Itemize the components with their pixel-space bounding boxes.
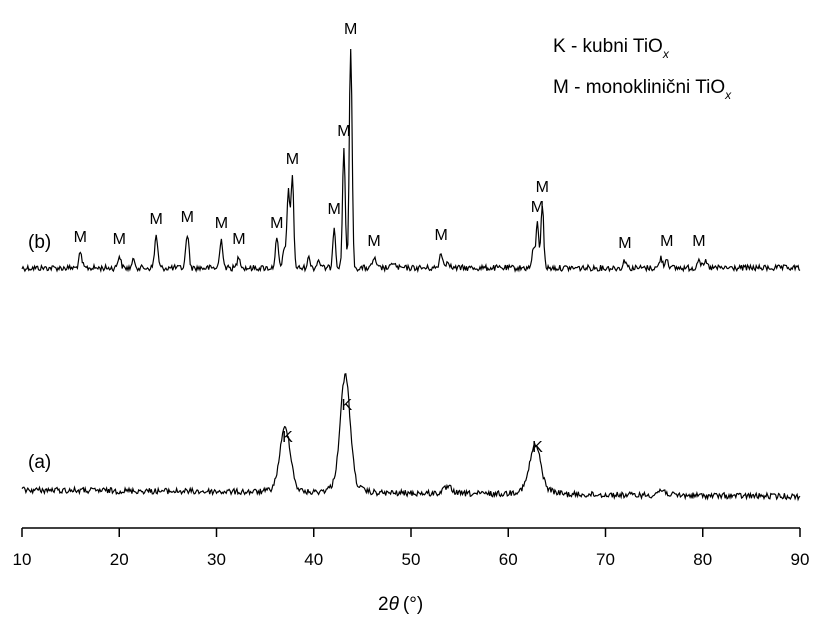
legend: K - kubni TiOx M - monoklinični TiOx bbox=[553, 36, 732, 102]
peak-label: M bbox=[113, 231, 126, 248]
x-axis-title-unit: (°) bbox=[403, 594, 423, 615]
peak-label: M bbox=[328, 201, 341, 218]
series-line-b bbox=[21, 48, 801, 274]
peak-label: M bbox=[536, 179, 549, 196]
legend-entry-m-text: M - monoklinični TiO bbox=[553, 77, 725, 98]
peak-label: M bbox=[232, 231, 245, 248]
peak-label: M bbox=[344, 21, 357, 38]
peak-label: K bbox=[532, 439, 543, 456]
peak-label: M bbox=[270, 215, 283, 232]
x-tick-label: 40 bbox=[304, 550, 323, 569]
x-tick-label: 80 bbox=[693, 550, 712, 569]
peak-label: M bbox=[286, 151, 299, 168]
x-tick-label: 60 bbox=[499, 550, 518, 569]
peak-label: M bbox=[618, 235, 631, 252]
peak-label: M bbox=[660, 233, 673, 250]
x-tick-label: 50 bbox=[402, 550, 421, 569]
x-axis-title-symbol: θ bbox=[389, 594, 400, 615]
curve-label-a: (a) bbox=[28, 452, 51, 473]
x-tick-label: 30 bbox=[207, 550, 226, 569]
legend-entry-k-text: K - kubni TiO bbox=[553, 36, 663, 57]
x-tick-label: 20 bbox=[110, 550, 129, 569]
peak-label: M bbox=[150, 211, 163, 228]
x-axis-title: 2θ (°) bbox=[378, 594, 423, 615]
curve-label-b: (b) bbox=[28, 232, 51, 253]
x-ticks: 10 20 30 40 50 60 70 80 90 bbox=[13, 528, 810, 569]
peak-label: K bbox=[282, 429, 293, 446]
legend-entry-k-sub: x bbox=[662, 47, 670, 61]
peak-label: M bbox=[531, 199, 544, 216]
peak-label: M bbox=[181, 209, 194, 226]
legend-entry-m: M - monoklinični TiOx bbox=[553, 77, 732, 102]
peak-label: M bbox=[692, 233, 705, 250]
peak-label: M bbox=[434, 227, 447, 244]
peak-label: M bbox=[367, 233, 380, 250]
legend-entry-m-sub: x bbox=[724, 88, 732, 102]
peak-label: M bbox=[337, 123, 350, 140]
peak-label: M bbox=[74, 229, 87, 246]
peak-label: K bbox=[341, 397, 352, 414]
x-tick-label: 70 bbox=[596, 550, 615, 569]
x-tick-label: 90 bbox=[791, 550, 810, 569]
series-line-a bbox=[21, 373, 801, 502]
peak-label: M bbox=[215, 215, 228, 232]
legend-entry-k: K - kubni TiOx bbox=[553, 36, 670, 61]
series-curves bbox=[21, 48, 801, 502]
x-tick-label: 10 bbox=[13, 550, 32, 569]
x-axis-title-prefix: 2 bbox=[378, 594, 389, 615]
